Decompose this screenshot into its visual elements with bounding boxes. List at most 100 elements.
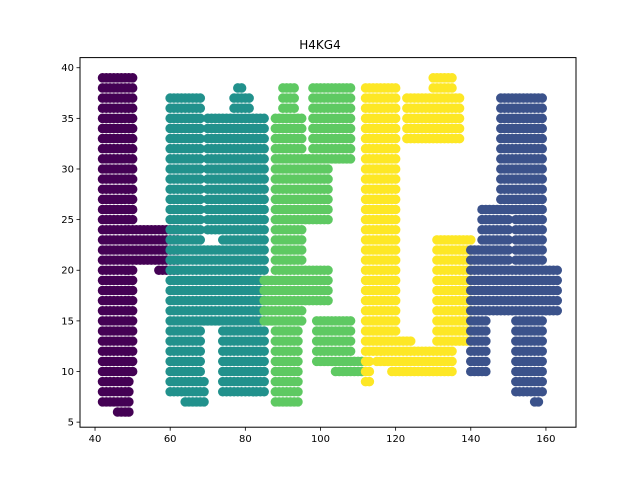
data-point xyxy=(537,376,547,387)
data-point xyxy=(259,164,269,174)
y-axis: 5 10 15 20 25 30 35 40 xyxy=(61,63,80,429)
data-point xyxy=(289,93,299,103)
data-point xyxy=(537,235,547,245)
data-point xyxy=(390,316,401,326)
data-point xyxy=(390,184,401,195)
data-point xyxy=(127,83,138,93)
data-point xyxy=(274,366,284,377)
data-point xyxy=(454,93,465,103)
data-point xyxy=(259,245,269,255)
data-point xyxy=(195,235,206,245)
data-point xyxy=(537,255,547,265)
data-point xyxy=(447,366,457,377)
data-point xyxy=(124,397,134,407)
data-point xyxy=(259,154,269,164)
data-point xyxy=(323,285,333,296)
data-point xyxy=(537,245,547,255)
data-point xyxy=(127,113,138,124)
data-point xyxy=(390,194,401,205)
data-point xyxy=(481,326,491,336)
data-point xyxy=(127,295,138,306)
data-point xyxy=(465,235,476,245)
data-point xyxy=(405,336,416,346)
data-point xyxy=(537,184,547,195)
data-point xyxy=(552,285,563,296)
y-tick-label: 20 xyxy=(61,266,74,277)
data-point xyxy=(537,346,547,357)
data-point xyxy=(127,285,138,296)
data-point xyxy=(127,204,138,215)
data-point xyxy=(454,133,465,144)
data-point xyxy=(124,407,134,417)
data-point xyxy=(537,93,547,103)
data-point xyxy=(537,113,547,124)
data-point xyxy=(127,143,138,154)
data-point xyxy=(293,366,303,377)
data-point xyxy=(537,123,547,134)
data-point xyxy=(323,174,333,184)
data-point xyxy=(390,103,401,114)
data-point xyxy=(259,386,269,397)
data-point xyxy=(259,326,269,336)
data-point xyxy=(503,214,514,225)
data-point xyxy=(364,356,375,367)
data-point xyxy=(481,346,491,357)
data-point xyxy=(533,397,544,407)
series-4b xyxy=(465,93,563,407)
chart-title: H4KG4 xyxy=(299,38,340,52)
data-point xyxy=(293,386,303,397)
data-point xyxy=(127,305,138,316)
data-point xyxy=(503,224,514,235)
data-point xyxy=(236,83,247,93)
data-point xyxy=(259,356,269,367)
data-point xyxy=(195,224,206,235)
data-point xyxy=(127,326,138,336)
data-point xyxy=(481,366,491,377)
data-point xyxy=(537,204,547,215)
data-point xyxy=(244,93,254,103)
data-point xyxy=(127,275,138,286)
data-point xyxy=(447,346,457,357)
data-point xyxy=(390,174,401,184)
data-point xyxy=(390,285,401,296)
data-point xyxy=(454,113,465,124)
data-point xyxy=(537,336,547,346)
data-point xyxy=(259,184,269,195)
data-point xyxy=(323,204,333,215)
data-point xyxy=(537,154,547,164)
data-point xyxy=(127,316,138,326)
data-point xyxy=(552,265,563,276)
data-point xyxy=(259,123,269,134)
data-point xyxy=(323,265,333,276)
data-point xyxy=(503,245,514,255)
data-point xyxy=(195,154,206,164)
data-point xyxy=(259,255,269,265)
data-point xyxy=(259,376,269,387)
data-point xyxy=(296,214,307,225)
data-point xyxy=(323,164,333,174)
data-point xyxy=(390,133,401,144)
data-point xyxy=(293,346,303,357)
data-point xyxy=(390,83,401,93)
data-point xyxy=(447,83,457,93)
data-point xyxy=(537,164,547,174)
data-point xyxy=(195,123,206,134)
data-point xyxy=(195,346,206,357)
data-point xyxy=(195,326,206,336)
data-point xyxy=(345,154,356,164)
data-point xyxy=(293,336,303,346)
x-tick-label: 120 xyxy=(386,434,405,445)
data-point xyxy=(537,316,547,326)
data-point xyxy=(124,386,134,397)
data-point xyxy=(390,164,401,174)
data-point xyxy=(293,356,303,367)
data-point xyxy=(537,143,547,154)
data-point xyxy=(537,356,547,367)
data-point xyxy=(127,336,138,346)
y-tick-label: 10 xyxy=(61,367,74,378)
data-point xyxy=(289,83,299,93)
data-point xyxy=(296,305,307,316)
data-point xyxy=(537,214,547,225)
x-tick-label: 60 xyxy=(164,434,177,445)
